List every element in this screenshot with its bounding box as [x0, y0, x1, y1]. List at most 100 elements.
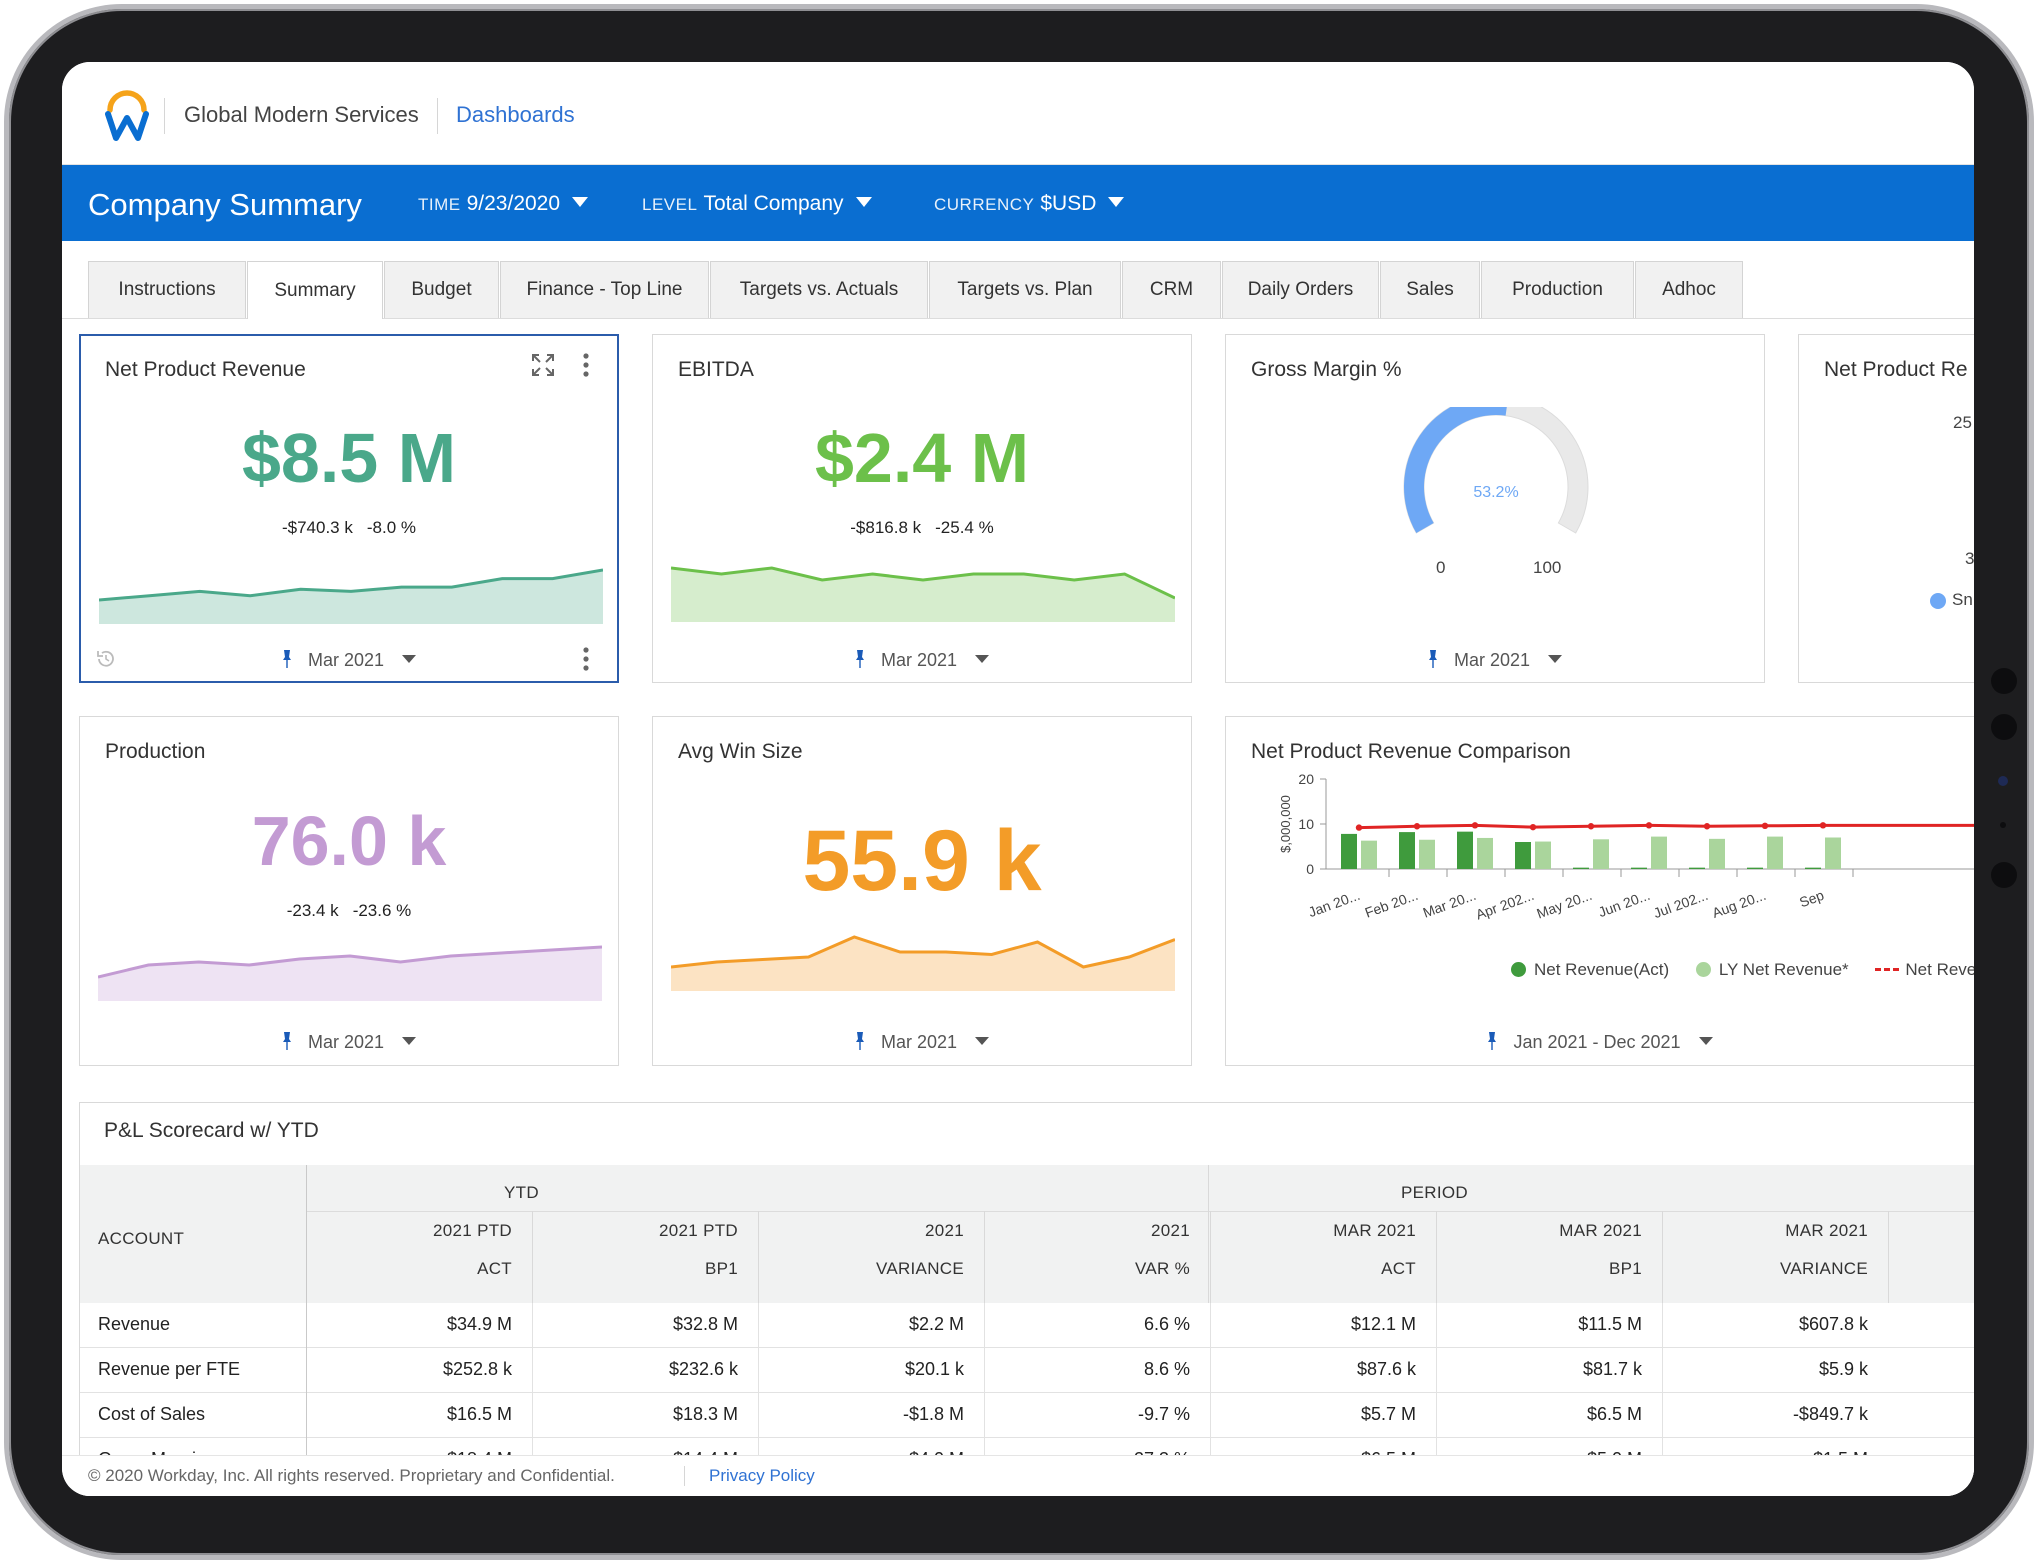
value-cell: $11.5 M — [1578, 1314, 1642, 1334]
privacy-policy-link[interactable]: Privacy Policy — [709, 1466, 815, 1485]
bar-ly-net-revenue — [1361, 840, 1377, 869]
legend-label: Net Revenue(Act) — [1534, 960, 1670, 979]
y-tick-label: 0 — [1306, 861, 1314, 877]
axis-tick: 25 — [1953, 413, 1972, 432]
net-product-revenue-card[interactable]: Net Product Revenue $8.5 M -$740.3 k -8.0… — [79, 334, 619, 683]
column-divider — [1208, 1165, 1209, 1303]
delta-amount: -23.4 k — [286, 901, 339, 920]
date-value: Jan 2021 - Dec 2021 — [1513, 1032, 1681, 1052]
tab-daily-orders[interactable]: Daily Orders — [1222, 261, 1379, 318]
column-divider — [1436, 1348, 1437, 1393]
tab-crm[interactable]: CRM — [1122, 261, 1221, 318]
top-navigation: Global Modern Services Dashboards — [62, 62, 1974, 165]
value-cell: -$849.7 k — [1792, 1404, 1868, 1424]
dropdown-caret-icon — [572, 197, 589, 207]
bar-ly-net-revenue — [1709, 838, 1725, 869]
y-tick-label: 10 — [1298, 816, 1314, 832]
dashboard-header: Company Summary TIME 9/23/2020 LEVEL Total… — [62, 165, 1974, 241]
column-divider — [984, 1348, 985, 1393]
column-divider — [306, 1165, 307, 1496]
more-options-icon[interactable] — [582, 352, 590, 378]
table-row[interactable]: Revenue per FTE $252.8 k $232.6 k $20.1 k 8.… — [80, 1348, 1974, 1393]
time-filter[interactable]: TIME 9/23/2020 — [418, 192, 589, 218]
sparkline-chart — [671, 566, 1175, 622]
table-row[interactable]: Cost of Sales $16.5 M $18.3 M -$1.8 M -9.7 %… — [80, 1393, 1974, 1438]
dropdown-caret-icon — [1108, 197, 1125, 207]
net-revenue-point — [1587, 823, 1595, 830]
date-selector[interactable]: Mar 2021 — [1226, 649, 1764, 671]
net-revenue-point — [1413, 823, 1421, 830]
value-cell: $232.6 k — [668, 1359, 738, 1379]
delta-percent: -25.4 % — [935, 518, 994, 537]
bar-net-revenue-act — [1341, 833, 1357, 869]
filter-label: TIME — [418, 195, 461, 214]
value-cell: -9.7 % — [1137, 1404, 1190, 1424]
avg-win-size-card[interactable]: Avg Win Size 55.9 k Mar 2021 — [652, 716, 1192, 1066]
history-icon[interactable] — [95, 648, 117, 670]
gauge-chart: 53.2% — [1403, 407, 1589, 534]
value-cell: -$1.8 M — [902, 1404, 964, 1424]
value-cell: $20.1 k — [904, 1359, 964, 1379]
comparison-bar-chart: 20 10 0 $,000,000 Jan 20... Feb 20... Mar 20..… — [1278, 771, 1974, 923]
gross-margin-card[interactable]: Gross Margin % 53.2% 0 100 Mar 2021 — [1225, 334, 1765, 683]
column-header-line2: VAR % — [1134, 1259, 1190, 1278]
column-header-line1: MAR 2021 — [1785, 1221, 1868, 1240]
tab-instructions[interactable]: Instructions — [88, 261, 246, 318]
x-tick-label: Aug 20... — [1710, 887, 1768, 921]
value-cell: $5.7 M — [1360, 1404, 1416, 1424]
column-divider — [758, 1303, 759, 1348]
expand-icon[interactable] — [530, 352, 556, 378]
device-button — [1991, 714, 2017, 740]
tab-budget[interactable]: Budget — [384, 261, 499, 318]
x-tick-label: Feb 20... — [1363, 887, 1420, 921]
table-row[interactable]: Revenue $34.9 M $32.8 M $2.2 M 6.6 % $12.1 M $… — [80, 1303, 1974, 1348]
date-selector[interactable]: Mar 2021 — [653, 649, 1191, 671]
value-cell: $607.8 k — [1798, 1314, 1868, 1334]
tab-summary[interactable]: Summary — [247, 261, 383, 319]
kpi-delta: -$816.8 k -25.4 % — [653, 518, 1191, 538]
bar-net-revenue-act — [1689, 867, 1705, 869]
bar-ly-net-revenue — [1477, 837, 1493, 869]
level-filter[interactable]: LEVEL Total Company — [642, 192, 872, 218]
more-options-icon[interactable] — [582, 646, 590, 672]
column-header-line1: 2021 — [1150, 1221, 1190, 1240]
net-product-revenue-comparison-card[interactable]: Net Product Revenue Comparison 20 10 0 $,00… — [1225, 716, 1974, 1066]
currency-filter[interactable]: CURRENCY $USD — [934, 192, 1125, 218]
x-tick-label: Apr 202... — [1474, 887, 1537, 923]
ebitda-card[interactable]: EBITDA $2.4 M -$816.8 k -25.4 % Mar 2021 — [652, 334, 1192, 683]
pin-icon — [282, 1032, 291, 1050]
production-card[interactable]: Production 76.0 k -23.4 k -23.6 % Mar 202… — [79, 716, 619, 1066]
tab-targets-vs-actuals[interactable]: Targets vs. Actuals — [710, 261, 928, 318]
value-cell: $252.8 k — [442, 1359, 512, 1379]
organization-name: Global Modern Services — [184, 102, 419, 127]
bar-ly-net-revenue — [1825, 837, 1841, 869]
tab-finance-top-line[interactable]: Finance - Top Line — [500, 261, 709, 318]
dashboards-link[interactable]: Dashboards — [456, 102, 575, 127]
bar-net-revenue-act — [1631, 867, 1647, 869]
pin-icon — [1428, 650, 1437, 668]
pin-icon — [282, 650, 291, 668]
x-tick-label: May 20... — [1534, 887, 1594, 922]
date-selector[interactable]: Mar 2021 — [653, 1031, 1191, 1053]
tab-sales[interactable]: Sales — [1380, 261, 1480, 318]
value-cell: $12.1 M — [1350, 1314, 1416, 1334]
column-divider — [984, 1303, 985, 1348]
tab-production[interactable]: Production — [1481, 261, 1634, 318]
gauge-max-label: 100 — [1533, 558, 1562, 577]
date-value: Mar 2021 — [307, 1032, 385, 1052]
bar-ly-net-revenue — [1767, 836, 1783, 869]
card-title: Gross Margin % — [1251, 358, 1402, 381]
net-product-revenue-trend-card[interactable]: Net Product Re 25 3 Sn — [1798, 334, 1974, 683]
tab-adhoc[interactable]: Adhoc — [1635, 261, 1743, 318]
dropdown-caret-icon — [402, 1037, 417, 1045]
y-axis-title: $,000,000 — [1278, 795, 1293, 853]
column-divider — [758, 1348, 759, 1393]
legend-marker — [1511, 962, 1526, 977]
date-selector[interactable]: Jan 2021 - Dec 2021 — [1211, 1031, 1974, 1053]
date-selector[interactable]: Mar 2021 — [80, 1031, 618, 1053]
date-value: Mar 2021 — [880, 650, 958, 670]
date-selector[interactable]: Mar 2021 — [81, 649, 617, 671]
kpi-value: $8.5 M — [242, 419, 456, 497]
bar-ly-net-revenue — [1651, 836, 1667, 869]
tab-targets-vs-plan[interactable]: Targets vs. Plan — [929, 261, 1121, 318]
